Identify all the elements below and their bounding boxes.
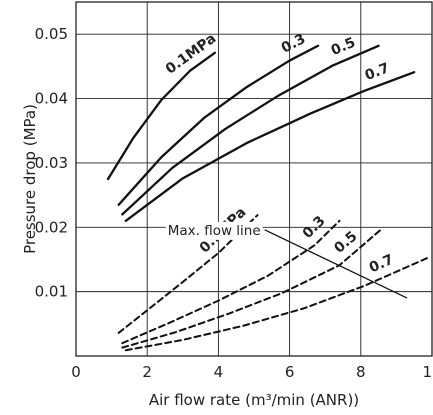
y-tick-label: 0.03 — [35, 154, 68, 172]
tick-labels: 0 2 4 6 8 10 0.01 0.02 0.03 0.04 0.05 — [35, 25, 433, 381]
x-tick-label: 2 — [142, 363, 152, 381]
x-tick-label: 4 — [214, 363, 224, 381]
plot-frame — [75, 1, 433, 357]
curve-dashed-07 — [124, 256, 430, 352]
y-tick-label: 0.05 — [35, 25, 68, 43]
y-axis-title: Pressure drop (MPa) — [21, 104, 39, 254]
curve-dashed-01 — [117, 214, 259, 334]
curve-solid-07 — [124, 71, 416, 222]
curve-solid-01 — [106, 51, 216, 181]
x-axis-title: Air flow rate (m³/min (ANR)) — [149, 391, 359, 409]
curve-dashed-05 — [121, 227, 384, 349]
y-tick-label: 0.02 — [35, 218, 68, 236]
x-tick-label: 8 — [356, 363, 366, 381]
curve-dashed-03 — [121, 219, 341, 345]
x-tick-label: 0 — [71, 363, 81, 381]
max-flow-label-background — [165, 221, 263, 240]
max-flow-line-label: Max. flow line — [168, 223, 261, 239]
y-tick-label: 0.01 — [35, 283, 68, 301]
x-tick-label: 10 — [422, 363, 433, 381]
max-flow-layer: Max. flow line — [165, 221, 408, 299]
curve-solid-03 — [117, 44, 320, 206]
x-tick-label: 6 — [285, 363, 295, 381]
max-flow-line — [264, 229, 408, 299]
curve-solid-05 — [121, 44, 380, 216]
y-tick-label: 0.04 — [35, 90, 68, 108]
